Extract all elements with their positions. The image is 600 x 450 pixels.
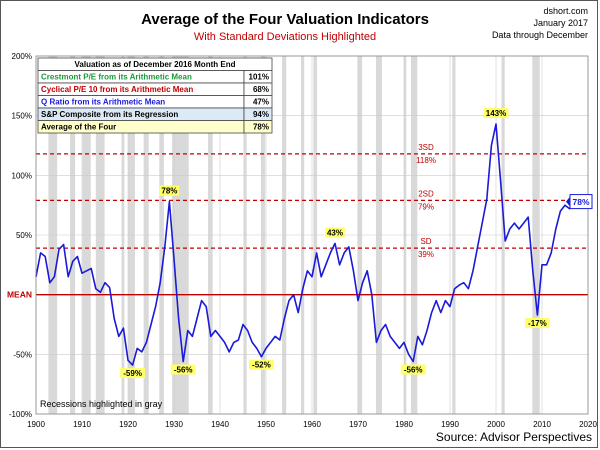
- annotation-label: 43%: [327, 228, 343, 237]
- table-title: Valuation as of December 2016 Month End: [75, 60, 236, 69]
- chart-subtitle: With Standard Deviations Highlighted: [194, 31, 376, 43]
- x-tick-label: 1970: [349, 420, 367, 429]
- chart-title: Average of the Four Valuation Indicators: [141, 11, 429, 28]
- x-tick-label: 2020: [579, 420, 597, 429]
- plot-border: [35, 55, 589, 415]
- annotation-callout-bg: [120, 368, 145, 379]
- annotation-label: -17%: [528, 319, 547, 328]
- x-tick-label: 1920: [119, 420, 137, 429]
- series-line: [35, 123, 575, 366]
- recession-note: Recessions highlighted in gray: [40, 399, 163, 409]
- x-tick-label: 1900: [27, 420, 45, 429]
- current-value-box: [569, 194, 593, 210]
- valuation-table: Valuation as of December 2016 Month End C…: [37, 57, 273, 134]
- annotation-callout-bg: [325, 227, 345, 238]
- annotation-callout-bg: [483, 108, 509, 119]
- y-tick-label: -100%: [9, 410, 32, 419]
- table-row-value: 101%: [249, 73, 269, 82]
- site-label: dshort.com: [543, 6, 588, 16]
- date-label: January 2017: [533, 18, 588, 28]
- sd-value-label: 118%: [416, 156, 436, 165]
- annotation-callout-bg: [159, 185, 180, 196]
- annotation-label: -56%: [404, 365, 423, 374]
- sd-value-label: 39%: [418, 250, 434, 259]
- axes: 200% 150% 100% 50% MEAN -50% -100%1900 1910 1920…: [7, 52, 597, 429]
- series-layer: [35, 123, 575, 366]
- y-tick-label: 100%: [12, 171, 32, 180]
- x-tick-label: 1990: [441, 420, 459, 429]
- current-value-pointer: [566, 196, 570, 207]
- x-tick-label: 1930: [165, 420, 183, 429]
- x-tick-label: 2010: [533, 420, 551, 429]
- sd-value-label: 79%: [418, 202, 434, 211]
- annotation-label: 143%: [486, 109, 506, 118]
- sd-label: SD: [420, 237, 431, 246]
- table-row-label: Cyclical P/E 10 from its Arithmetic Mean: [41, 85, 193, 94]
- x-tick-label: 1950: [257, 420, 275, 429]
- annotation-callout-bg: [525, 317, 550, 328]
- sd-label: 3SD: [418, 143, 434, 152]
- data-through-label: Data through December: [492, 30, 588, 40]
- table-row-label: Crestmont P/E from its Arithmetic Mean: [41, 73, 192, 82]
- y-tick-label: 50%: [16, 231, 32, 240]
- table-row-value: 78%: [253, 123, 269, 132]
- y-tick-label: -50%: [13, 350, 32, 359]
- x-tick-label: 1910: [73, 420, 91, 429]
- annotations: -59% 78% -56% -52% 43% -56% 143% -17% 78%: [120, 108, 593, 379]
- table-row-label: S&P Composite from its Regression: [41, 110, 178, 119]
- table-row-label: Average of the Four: [41, 123, 116, 132]
- x-tick-label: 2000: [487, 420, 505, 429]
- annotation-callout-bg: [400, 364, 426, 375]
- y-tick-label: 150%: [12, 112, 32, 121]
- annotation-label: -52%: [252, 361, 271, 370]
- y-tick-label: MEAN: [7, 290, 32, 300]
- source-label: Source: Advisor Perspectives: [435, 430, 592, 444]
- annotation-callout-bg: [249, 359, 274, 370]
- reference-lines: 3SD 118% 2SD 79% SD 39%: [36, 143, 588, 296]
- table-row-value: 94%: [253, 110, 269, 119]
- annotation-label: -56%: [174, 365, 193, 374]
- x-tick-label: 1980: [395, 420, 413, 429]
- table-row-value-cell: [243, 120, 273, 134]
- x-tick-label: 1960: [303, 420, 321, 429]
- table-row-label: Q Ratio from its Arithmetic Mean: [41, 98, 165, 107]
- y-tick-label: 200%: [12, 52, 32, 61]
- table-row-value: 68%: [253, 85, 269, 94]
- annotation-callout-bg: [170, 364, 196, 375]
- annotation-label: -59%: [123, 369, 142, 378]
- annotation-label: 78%: [161, 187, 177, 196]
- table-row-value: 47%: [253, 98, 269, 107]
- current-value-label: 78%: [572, 197, 589, 207]
- x-tick-label: 1940: [211, 420, 229, 429]
- sd-label: 2SD: [418, 189, 434, 198]
